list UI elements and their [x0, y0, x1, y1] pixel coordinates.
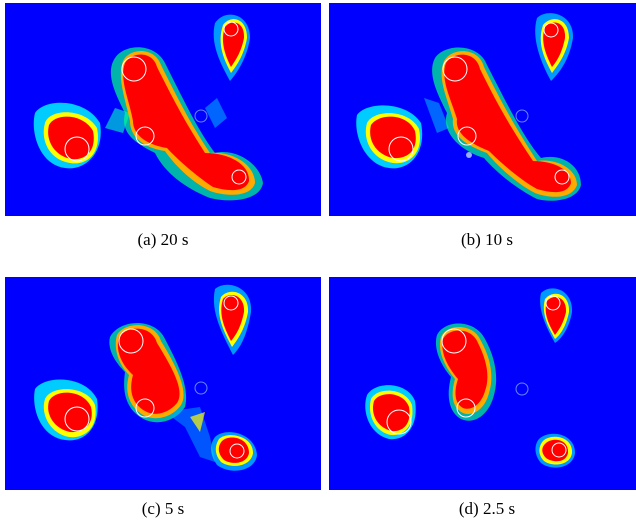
caption-b: (b) 10 s: [461, 230, 513, 249]
marker-circle: [135, 126, 155, 146]
heatmap-c: [5, 277, 321, 490]
heatmap-panel-a: [5, 3, 321, 216]
high-region-layer: [43, 291, 253, 466]
marker-circle: [515, 382, 529, 396]
marker-circle: [545, 295, 561, 311]
marker-circle: [388, 136, 414, 162]
marker-circle: [543, 22, 559, 38]
marker-circle: [231, 169, 247, 185]
marker-circle: [386, 409, 412, 435]
marker-circle: [194, 381, 208, 395]
marker-circle: [135, 398, 155, 418]
marker-circle: [229, 443, 245, 459]
marker-circle: [223, 295, 239, 311]
marker-circle: [442, 56, 468, 82]
marker-circle: [554, 169, 570, 185]
marker-layer: [386, 295, 567, 458]
marker-layer: [64, 21, 247, 185]
marker-dot: [466, 152, 472, 158]
marker-circle: [223, 21, 239, 37]
marker-circle: [64, 406, 90, 432]
marker-circle: [441, 328, 467, 354]
high-region-layer: [365, 19, 577, 197]
marker-circle: [121, 56, 147, 82]
heatmap-a: [5, 3, 321, 216]
heatmap-panel-d: [329, 277, 636, 490]
marker-circle: [118, 328, 144, 354]
caption-c: (c) 5 s: [141, 499, 185, 518]
heatmap-d: [329, 277, 636, 490]
caption-d: (d) 2.5 s: [458, 499, 516, 518]
marker-layer: [64, 295, 245, 459]
marker-circle: [194, 109, 208, 123]
marker-circle: [64, 136, 90, 162]
marker-layer: [388, 22, 570, 185]
heatmap-b: [329, 3, 636, 216]
high-region-layer: [43, 19, 255, 195]
heatmap-panel-c: [5, 277, 321, 490]
marker-circle: [551, 442, 567, 458]
caption-a: (a) 20 s: [137, 230, 189, 249]
heatmap-panel-b: [329, 3, 636, 216]
marker-circle: [456, 398, 476, 418]
marker-circle: [515, 109, 529, 123]
marker-circle: [457, 126, 477, 146]
